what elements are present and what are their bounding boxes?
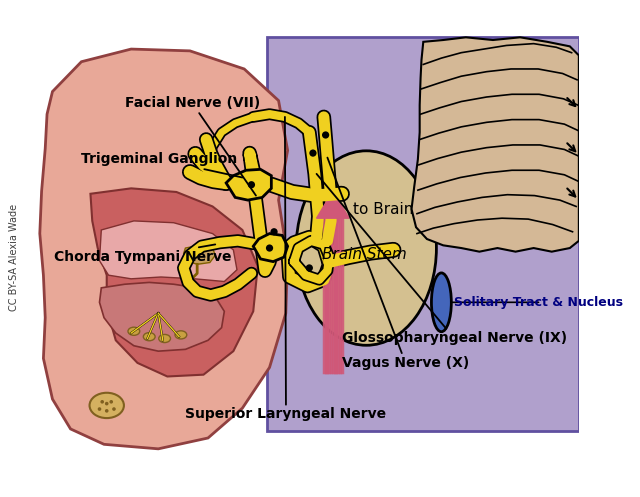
Text: Chorda Tympani Nerve: Chorda Tympani Nerve [54,245,232,264]
Circle shape [309,150,317,157]
Polygon shape [253,234,287,261]
Circle shape [109,400,113,404]
Ellipse shape [90,393,124,418]
Circle shape [306,264,313,271]
Text: Vagus Nerve (X): Vagus Nerve (X) [328,158,469,370]
Ellipse shape [175,331,187,339]
Polygon shape [90,188,258,377]
Polygon shape [317,191,349,218]
Polygon shape [99,282,224,351]
Ellipse shape [296,151,436,345]
Text: CC BY-SA Alexia Wade: CC BY-SA Alexia Wade [8,204,19,311]
Ellipse shape [143,332,155,341]
Text: Brain Stem: Brain Stem [322,247,407,262]
Circle shape [248,181,255,188]
Text: to Brain: to Brain [353,202,413,217]
Text: Glossopharyngeal Nerve (IX): Glossopharyngeal Nerve (IX) [317,174,567,345]
Polygon shape [99,221,237,281]
Circle shape [266,245,273,251]
Text: Superior Laryngeal Nerve: Superior Laryngeal Nerve [186,117,387,421]
Circle shape [100,400,104,404]
Text: Facial Nerve (VII): Facial Nerve (VII) [125,96,260,196]
Polygon shape [412,37,579,251]
Circle shape [271,228,278,236]
Ellipse shape [159,334,170,342]
Polygon shape [184,246,215,264]
Circle shape [98,407,101,411]
Text: Trigeminal Ganglion: Trigeminal Ganglion [81,153,243,177]
Polygon shape [226,169,271,200]
Text: Solitary Tract & Nucleus: Solitary Tract & Nucleus [451,296,623,309]
Circle shape [105,409,109,413]
Circle shape [322,131,329,139]
Circle shape [105,402,109,406]
Ellipse shape [128,327,140,335]
Ellipse shape [431,273,451,331]
Polygon shape [267,37,579,431]
Polygon shape [40,49,287,449]
Circle shape [112,407,116,411]
